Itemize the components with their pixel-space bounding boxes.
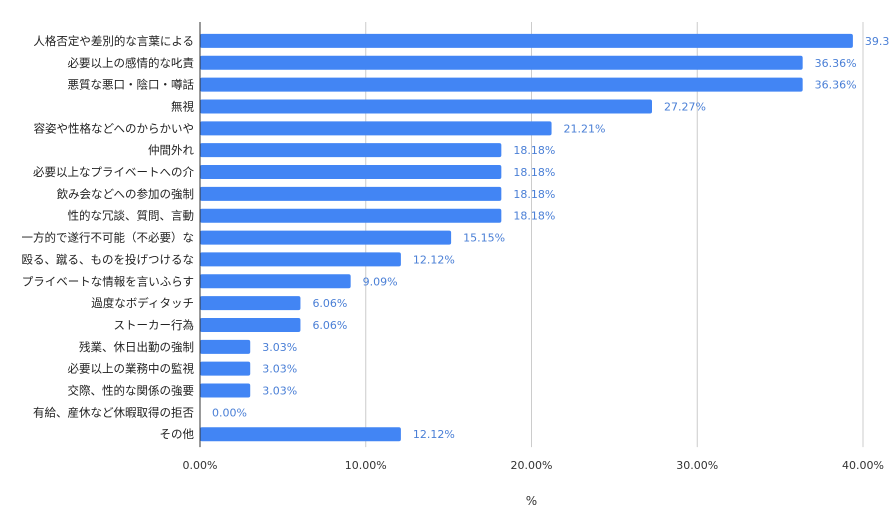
- category-label-15: 必要以上の業務中の監視: [68, 362, 195, 376]
- x-axis-title: %: [526, 494, 537, 508]
- data-label-18: 12.12%: [413, 428, 455, 441]
- data-label-3: 27.27%: [664, 100, 706, 113]
- category-label-16: 交際、性的な関係の強要: [68, 384, 195, 398]
- data-label-14: 3.03%: [262, 341, 297, 354]
- bar-14: [200, 339, 251, 354]
- x-tick-label-3: 30.00%: [676, 459, 718, 472]
- bar-12: [200, 296, 301, 311]
- bar-1: [200, 55, 803, 70]
- category-label-12: 過度なボディタッチ: [91, 296, 194, 310]
- bar-15: [200, 361, 251, 376]
- category-label-5: 仲間外れ: [148, 143, 194, 157]
- category-label-17: 有給、産休など休暇取得の拒否: [33, 405, 194, 419]
- x-tick-labels: 0.00% 10.00% 20.00% 30.00% 40.00%: [183, 459, 884, 472]
- data-label-17: 0.00%: [212, 406, 247, 419]
- bar-11: [200, 274, 351, 289]
- bar-3: [200, 99, 653, 114]
- x-tick-label-0: 0.00%: [183, 459, 218, 472]
- data-label-11: 9.09%: [363, 275, 398, 288]
- bar-16: [200, 383, 251, 398]
- x-tick-label-2: 20.00%: [511, 459, 553, 472]
- category-label-18: その他: [160, 427, 195, 441]
- data-label-9: 15.15%: [463, 232, 505, 245]
- bar-8: [200, 208, 502, 223]
- bar-6: [200, 165, 502, 180]
- data-label-1: 36.36%: [815, 57, 857, 70]
- bar-0: [200, 33, 853, 48]
- data-label-15: 3.03%: [262, 363, 297, 376]
- category-labels: 人格否定や差別的な言葉による必要以上の感情的な叱責悪質な悪口・陰口・噂話無視容姿…: [22, 34, 195, 441]
- data-label-5: 18.18%: [513, 144, 555, 157]
- bar-9: [200, 230, 452, 245]
- x-tick-label-4: 40.00%: [842, 459, 884, 472]
- data-label-12: 6.06%: [312, 297, 347, 310]
- data-label-7: 18.18%: [513, 188, 555, 201]
- data-label-0: 39.39%: [865, 35, 889, 48]
- category-label-0: 人格否定や差別的な言葉による: [33, 34, 194, 48]
- category-label-2: 悪質な悪口・陰口・噂話: [68, 78, 195, 92]
- category-label-6: 必要以上なプライベートへの介: [33, 165, 194, 179]
- data-label-8: 18.18%: [513, 210, 555, 223]
- bar-4: [200, 121, 552, 136]
- category-label-8: 性的な冗談、質問、言動: [68, 209, 195, 223]
- data-label-6: 18.18%: [513, 166, 555, 179]
- data-label-4: 21.21%: [564, 122, 606, 135]
- bar-18: [200, 427, 401, 442]
- category-label-10: 殴る、蹴る、ものを投げつけるな: [22, 252, 195, 266]
- category-label-14: 残業、休日出勤の強制: [79, 340, 194, 354]
- category-label-4: 容姿や性格などへのからかいや: [34, 121, 194, 135]
- data-label-2: 36.36%: [815, 79, 857, 92]
- bar-5: [200, 143, 502, 158]
- data-label-13: 6.06%: [312, 319, 347, 332]
- data-labels: 39.39% 36.36% 36.36% 27.27% 21.21% 18.18% 18.1…: [212, 35, 889, 441]
- bar-13: [200, 317, 301, 332]
- bars: [200, 33, 853, 442]
- x-tick-label-1: 10.00%: [345, 459, 387, 472]
- category-label-1: 必要以上の感情的な叱責: [68, 56, 195, 70]
- category-label-13: ストーカー行為: [114, 318, 195, 332]
- category-label-9: 一方的で遂行不可能（不必要）な: [22, 231, 195, 245]
- bar-7: [200, 186, 502, 201]
- bar-2: [200, 77, 803, 92]
- data-label-16: 3.03%: [262, 385, 297, 398]
- category-label-7: 飲み会などへの参加の強制: [57, 187, 194, 201]
- category-label-11: プライベートな情報を言いふらす: [22, 274, 194, 288]
- data-label-10: 12.12%: [413, 253, 455, 266]
- category-label-3: 無視: [171, 99, 194, 113]
- bar-10: [200, 252, 401, 267]
